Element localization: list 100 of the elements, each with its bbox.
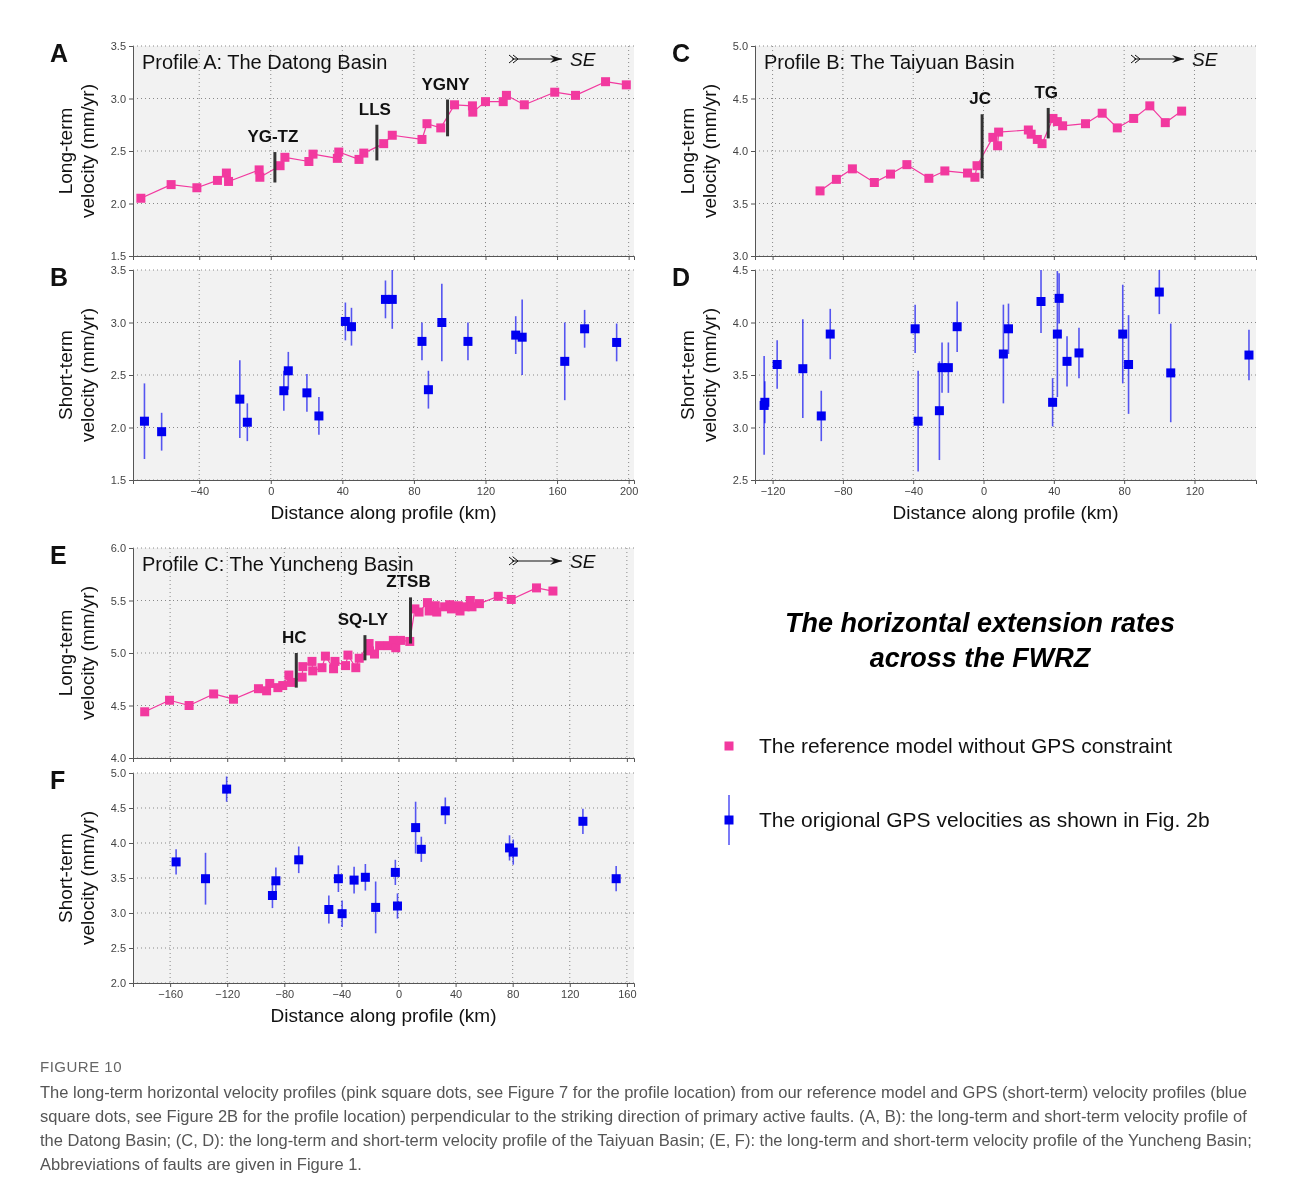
annotation: SE [1192,49,1218,70]
y-tick-label: 5.0 [110,767,126,780]
point [395,635,405,645]
point [548,586,558,596]
x-tick-label: 80 [507,987,520,1000]
chart-subtitle: Profile C: The Yuncheng Basin [142,553,414,575]
point [1244,350,1254,360]
point [1154,287,1164,297]
legend-label: The origional GPS velocities as shown in Fig. 2b [759,808,1210,831]
point [140,707,150,717]
point [171,857,181,867]
point [1112,123,1122,133]
point [1052,329,1062,339]
point [1054,293,1064,303]
chart-subtitle: Profile B: The Taiyuan Basin [764,51,1015,73]
x-tick-label: 0 [395,987,403,1000]
x-tick-label: −80 [275,987,295,1000]
point [222,784,232,794]
y-tick-label: 5.0 [110,647,126,660]
chart-title: C [672,39,691,67]
point [224,176,234,186]
y-tick-label: 3.5 [732,197,748,210]
point [379,139,389,149]
annotation: SE [570,49,596,70]
point [798,364,808,374]
chart-title: B [50,263,69,291]
caption: FIGURE 10 [40,1058,123,1075]
point [297,672,307,682]
point [201,874,211,884]
point [560,356,570,366]
point [265,678,275,688]
point [869,178,879,187]
x-tick-label: −120 [760,484,786,497]
point [550,87,560,97]
point [139,416,149,426]
x-tick-label: 0 [980,484,988,497]
point [317,663,327,673]
point [184,701,194,710]
x-tick-label: 40 [449,987,463,1000]
x-tick-label: 120 [561,987,580,1000]
x-tick-label: −40 [332,987,352,1000]
point [519,100,529,110]
x-tick-label: −160 [158,987,183,1000]
point [580,324,590,334]
annotation: JC [969,89,991,109]
point [278,681,288,691]
point [324,905,334,914]
point [375,641,385,651]
x-tick-label: 160 [548,484,567,497]
point [337,909,347,919]
annotation: HC [282,628,307,647]
point [934,406,944,416]
y-axis-title: Short-term velocity (mm/yr) [677,307,720,443]
point [343,650,353,660]
point [1160,118,1170,128]
point [831,174,841,184]
point [1062,356,1072,366]
point [943,363,953,373]
point [294,855,304,865]
point [341,661,351,671]
x-axis-title: Distance along profile (km) [270,502,497,523]
point [392,901,402,911]
annotation: TG [1034,82,1059,102]
x-tick-label: 120 [1185,484,1205,497]
point [165,695,175,705]
point [847,164,857,174]
x-tick-label: 120 [476,484,496,497]
y-tick-label: 2.0 [110,977,126,990]
point [1074,348,1084,358]
point [517,332,527,342]
point [493,591,503,601]
chart-title: E [50,541,67,569]
point [359,148,369,158]
point [1003,324,1013,334]
point [349,875,359,885]
y-tick-label: 3.5 [110,40,126,53]
point [970,172,980,182]
chart-subtitle: Profile A: The Datong Basin [142,51,388,73]
point [320,651,330,661]
point [417,134,427,144]
point [351,663,361,673]
x-tick-label: 0 [268,484,275,497]
point [228,694,238,704]
y-tick-label: 4.5 [110,802,126,815]
y-tick-label: 3.0 [110,316,126,329]
point [1048,397,1058,407]
point [480,97,490,107]
x-tick-label: 80 [1118,484,1131,497]
y-axis-title: Long-term velocity (mm/yr) [55,585,98,721]
y-tick-label: 2.5 [732,474,748,487]
point [450,100,460,110]
point [253,684,263,694]
point [221,168,231,178]
point [601,77,611,87]
point [192,183,202,193]
y-tick-label: 5.5 [110,594,126,607]
point [1036,297,1046,306]
point [422,119,432,129]
point [815,186,825,196]
y-tick-label: 4.5 [732,92,748,105]
